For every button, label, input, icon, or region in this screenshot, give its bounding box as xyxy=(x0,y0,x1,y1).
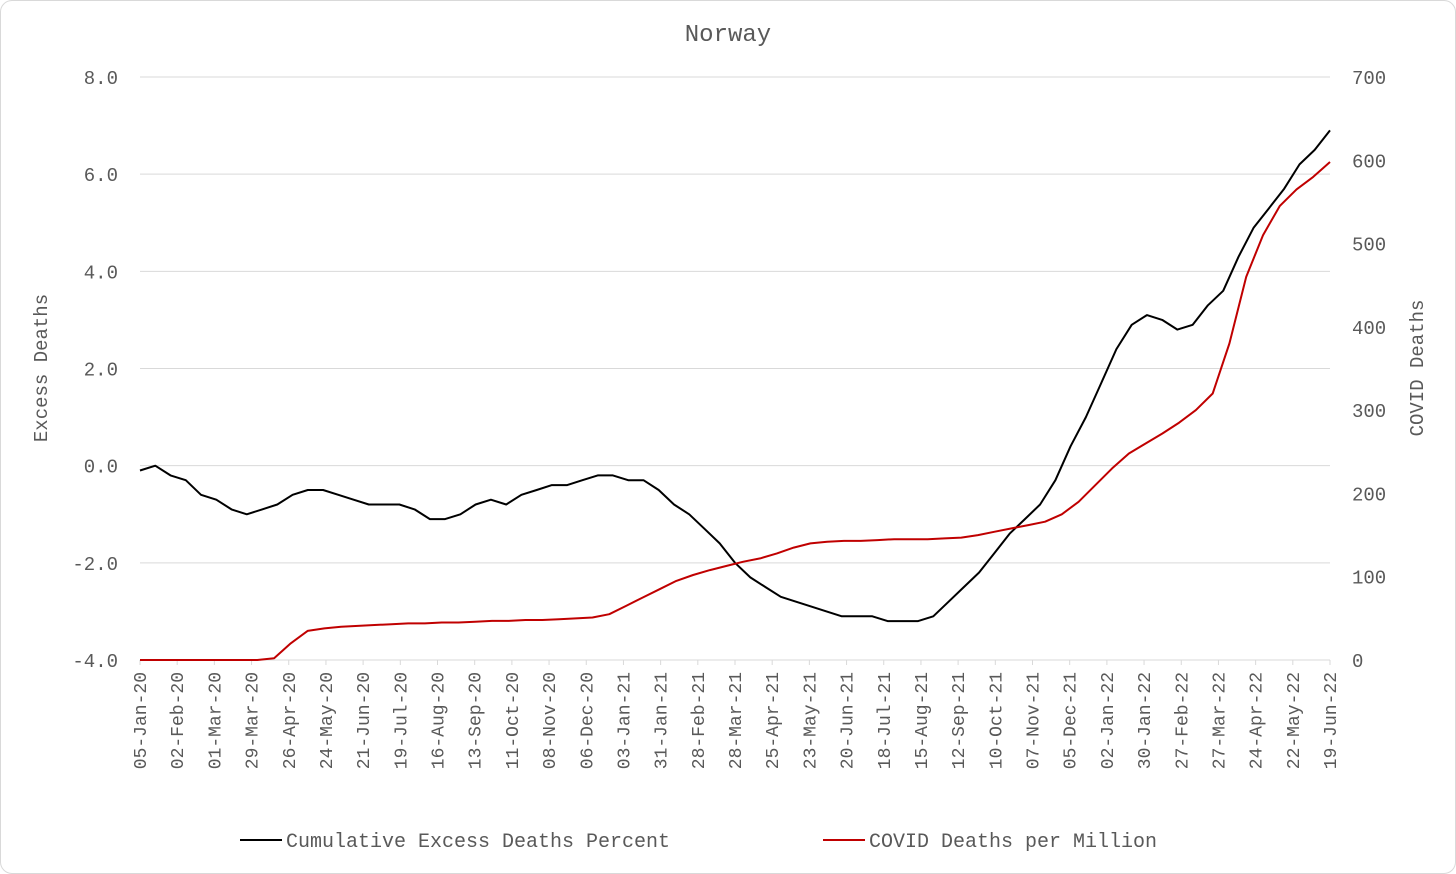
x-tick-label: 19-Jul-20 xyxy=(392,672,412,769)
x-axis-ticks: 05-Jan-20 02-Feb-20 01-Mar-20 29-Mar-20 26-A… xyxy=(132,660,1342,769)
x-tick-label: 01-Mar-20 xyxy=(206,672,226,769)
x-tick-label: 22-May-22 xyxy=(1285,672,1305,769)
left-axis-ticks: -4.0 -2.0 0.0 2.0 4.0 6.0 8.0 xyxy=(72,68,118,673)
left-axis-title: Excess Deaths xyxy=(31,294,53,442)
left-tick-label: 2.0 xyxy=(84,360,118,382)
x-tick-label: 29-Mar-20 xyxy=(244,672,264,769)
x-tick-label: 18-Jul-21 xyxy=(876,672,896,769)
x-tick-label: 13-Sep-20 xyxy=(467,672,487,769)
right-axis-ticks: 0 100 200 300 400 500 600 700 xyxy=(1352,68,1386,673)
x-tick-label: 12-Sep-21 xyxy=(950,672,970,769)
legend-label-excess: Cumulative Excess Deaths Percent xyxy=(286,831,670,854)
series-line-1 xyxy=(140,161,1331,661)
left-tick-label: -4.0 xyxy=(72,651,118,673)
x-tick-label: 07-Nov-21 xyxy=(1025,672,1045,769)
chart-title: Norway xyxy=(685,22,771,49)
left-tick-label: 6.0 xyxy=(84,165,118,187)
x-tick-label: 03-Jan-21 xyxy=(615,672,635,769)
x-tick-label: 10-Oct-21 xyxy=(987,672,1007,769)
x-tick-label: 05-Jan-20 xyxy=(132,672,152,769)
left-tick-label: -2.0 xyxy=(72,554,118,576)
x-tick-label: 06-Dec-20 xyxy=(578,672,598,769)
right-tick-label: 300 xyxy=(1352,401,1386,423)
x-tick-label: 28-Feb-21 xyxy=(690,672,710,769)
x-tick-label: 02-Feb-20 xyxy=(169,672,189,769)
gridlines xyxy=(140,76,1330,661)
x-tick-label: 11-Oct-20 xyxy=(504,672,524,769)
right-tick-label: 500 xyxy=(1352,235,1386,257)
right-tick-label: 400 xyxy=(1352,318,1386,340)
left-tick-label: 4.0 xyxy=(84,262,118,284)
right-tick-label: 600 xyxy=(1352,151,1386,173)
x-tick-label: 25-Apr-21 xyxy=(764,672,784,769)
x-tick-label: 31-Jan-21 xyxy=(653,672,673,769)
left-tick-label: 8.0 xyxy=(84,68,118,90)
x-tick-label: 23-May-21 xyxy=(801,672,821,769)
x-tick-label: 15-Aug-21 xyxy=(913,672,933,769)
right-axis-title: COVID Deaths xyxy=(1407,300,1429,437)
right-tick-label: 200 xyxy=(1352,484,1386,506)
x-tick-label: 20-Jun-21 xyxy=(839,672,859,769)
x-tick-label: 27-Feb-22 xyxy=(1173,672,1193,769)
x-tick-label: 02-Jan-22 xyxy=(1099,672,1119,769)
x-tick-label: 19-Jun-22 xyxy=(1322,672,1342,769)
x-tick-label: 27-Mar-22 xyxy=(1210,672,1230,769)
x-tick-label: 16-Aug-20 xyxy=(430,672,450,769)
x-tick-label: 26-Apr-20 xyxy=(281,672,301,769)
right-tick-label: 100 xyxy=(1352,568,1386,590)
legend: Cumulative Excess Deaths Percent COVID D… xyxy=(240,831,1157,854)
x-tick-label: 24-May-20 xyxy=(318,672,338,769)
series-line-0 xyxy=(139,129,1331,623)
x-tick-label: 21-Jun-20 xyxy=(355,672,375,769)
x-tick-label: 28-Mar-21 xyxy=(727,672,747,769)
x-tick-label: 08-Nov-20 xyxy=(541,672,561,769)
series-lines xyxy=(139,129,1331,661)
x-tick-label: 05-Dec-21 xyxy=(1062,672,1082,769)
left-tick-label: 0.0 xyxy=(84,457,118,479)
right-tick-label: 700 xyxy=(1352,68,1386,90)
right-tick-label: 0 xyxy=(1352,651,1363,673)
legend-label-covid: COVID Deaths per Million xyxy=(869,831,1157,854)
x-tick-label: 24-Apr-22 xyxy=(1248,672,1268,769)
x-tick-label: 30-Jan-22 xyxy=(1136,672,1156,769)
